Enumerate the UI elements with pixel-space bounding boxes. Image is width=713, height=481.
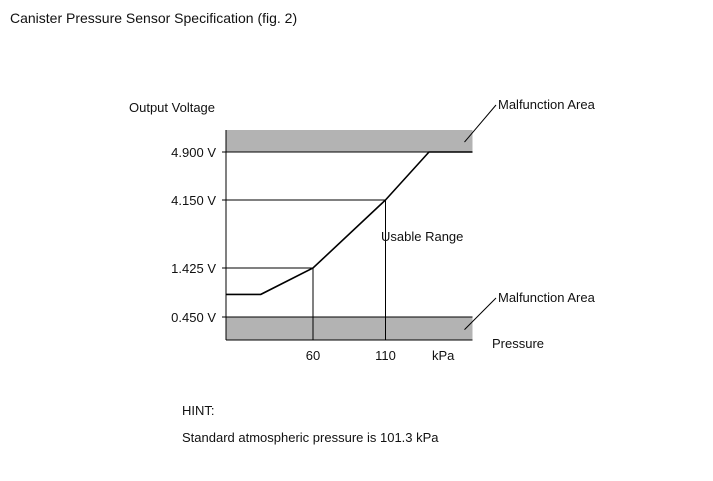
y-tick-label: 4.900 V <box>171 145 216 160</box>
guide-lines <box>226 151 473 340</box>
hint-text: Standard atmospheric pressure is 101.3 k… <box>182 430 439 445</box>
x-axis-title: Pressure <box>492 336 544 351</box>
x-tick-label: 60 <box>306 348 320 363</box>
x-tick-label: 110 <box>375 348 396 363</box>
malfunction-callout-line <box>464 297 497 331</box>
y-axis-title: Output Voltage <box>129 100 215 115</box>
usable-range-label: Usable Range <box>381 229 463 244</box>
malfunction-zones <box>226 130 473 340</box>
malfunction-zone <box>226 130 473 152</box>
y-tick-label: 0.450 V <box>171 310 216 325</box>
malfunction-label: Malfunction Area <box>498 97 596 112</box>
x-axis-unit: kPa <box>432 348 455 363</box>
y-tick-label: 1.425 V <box>171 261 216 276</box>
figure-title: Canister Pressure Sensor Specification (… <box>10 10 298 26</box>
malfunction-label: Malfunction Area <box>498 290 596 305</box>
series-group <box>226 151 473 296</box>
labels-group: Malfunction Area Malfunction Area 0.450 V 1… <box>129 97 596 363</box>
axes <box>222 130 473 341</box>
y-tick-label: 4.150 V <box>171 193 216 208</box>
series-line <box>226 151 473 296</box>
malfunction-zone <box>226 317 473 340</box>
malfunction-callout-line <box>464 104 497 143</box>
hint-title: HINT: <box>182 403 215 418</box>
